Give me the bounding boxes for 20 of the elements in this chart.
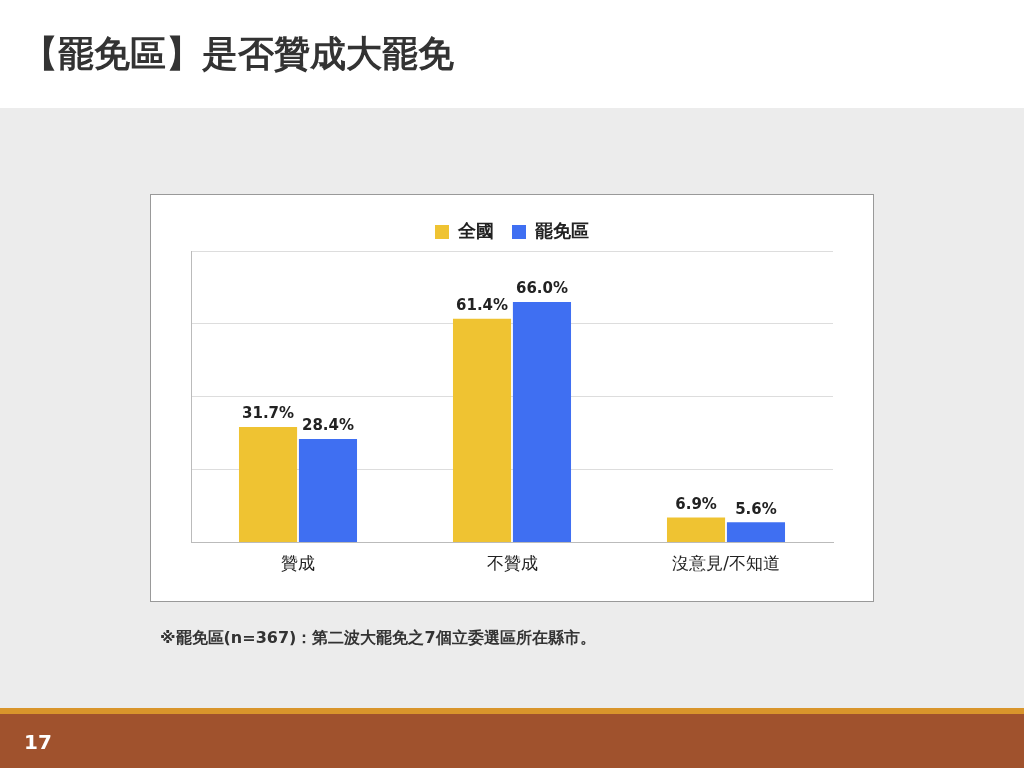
data-label: 6.9% xyxy=(675,494,717,513)
x-tick-label: 不贊成 xyxy=(486,553,538,574)
data-label: 61.4% xyxy=(456,296,509,315)
x-tick-label: 沒意見/不知道 xyxy=(672,553,780,574)
bar xyxy=(238,427,298,543)
legend-label: 全國 xyxy=(457,219,494,241)
text: ※罷免區(n=367)：第二波大罷免之7個立委選區所在縣市。 xyxy=(160,628,596,649)
data-label: 28.4% xyxy=(301,416,354,435)
bar xyxy=(726,522,786,543)
chart-title: 【罷免區】是否贊成大罷免 xyxy=(22,32,454,76)
bar xyxy=(452,318,512,543)
bar xyxy=(298,439,358,543)
data-label: 31.7% xyxy=(242,404,295,423)
text: 17 xyxy=(24,730,52,754)
legend-label: 罷免區 xyxy=(535,219,589,241)
data-label: 66.0% xyxy=(515,279,568,298)
bar xyxy=(666,517,726,543)
x-tick-label: 贊成 xyxy=(281,553,315,574)
data-label: 5.6% xyxy=(735,499,777,518)
bar xyxy=(512,302,572,543)
